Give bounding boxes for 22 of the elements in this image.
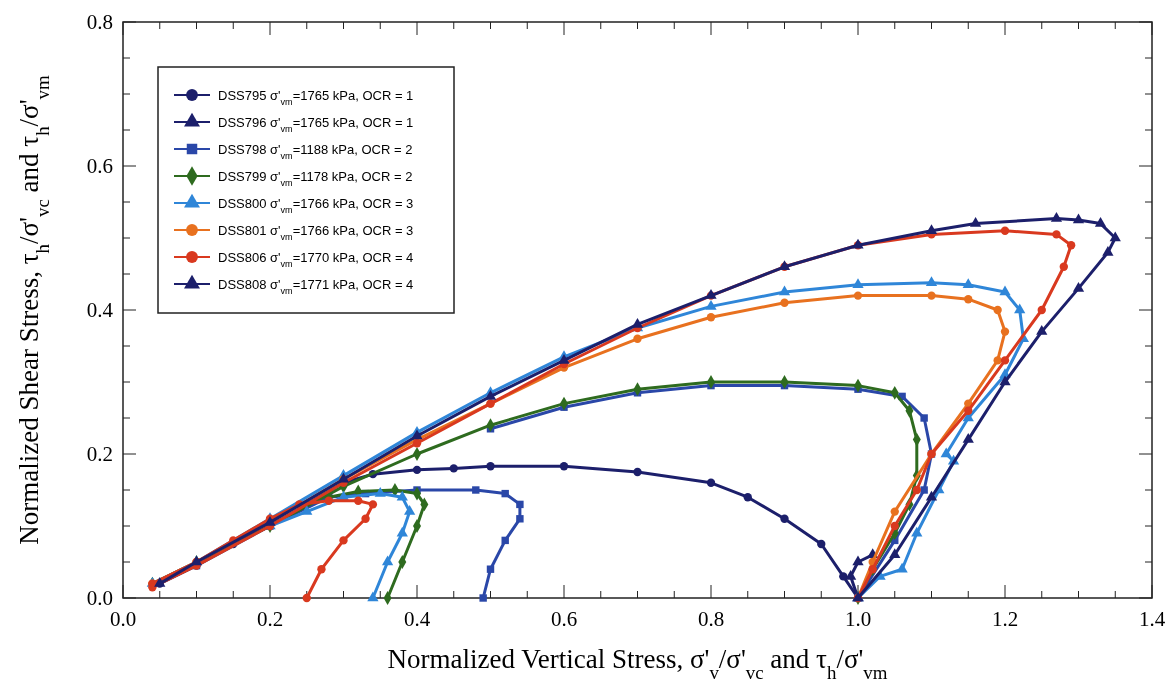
- text: 0.0: [109, 607, 137, 631]
- y-tick-label: 0.8: [86, 10, 113, 34]
- x-tick-label: 0.6: [550, 607, 578, 631]
- legend-label: DSS808 σ'$_{vm}$=1771 kPa, OCR = 4: [218, 277, 414, 296]
- y-tick-label: 0.0: [86, 586, 113, 610]
- x-tick-label: 0.2: [256, 607, 284, 631]
- legend-label: DSS798 σ'$_{vm}$=1188 kPa, OCR = 2: [218, 142, 413, 161]
- legend-label: DSS806 σ'$_{vm}$=1770 kPa, OCR = 4: [218, 250, 414, 269]
- legend-label: DSS799 σ'$_{vm}$=1178 kPa, OCR = 2: [218, 169, 413, 188]
- y-tick-label: 0.2: [86, 442, 113, 466]
- x-tick-label: 1.2: [991, 607, 1019, 631]
- x-axis-title: Normalized Vertical Stress, σ'$_{v}$/σ'$_{vc}$ and τ$_{h}$/σ'$_{vm}$: [387, 644, 888, 683]
- legend-label: DSS800 σ'$_{vm}$=1766 kPa, OCR = 3: [218, 196, 414, 215]
- legend-label: DSS801 σ'$_{vm}$=1766 kPa, OCR = 3: [218, 223, 414, 242]
- x-tick-label: 0.8: [697, 607, 725, 631]
- y-tick-label: 0.4: [86, 298, 114, 322]
- x-tick-label: 1.4: [1138, 607, 1166, 631]
- legend-label: DSS795 σ'$_{vm}$=1765 kPa, OCR = 1: [218, 88, 414, 107]
- legend-label: DSS796 σ'$_{vm}$=1765 kPa, OCR = 1: [218, 115, 414, 134]
- x-tick-label: 0.4: [403, 607, 431, 631]
- y-tick-label: 0.6: [86, 154, 113, 178]
- x-tick-label: 1.0: [844, 607, 872, 631]
